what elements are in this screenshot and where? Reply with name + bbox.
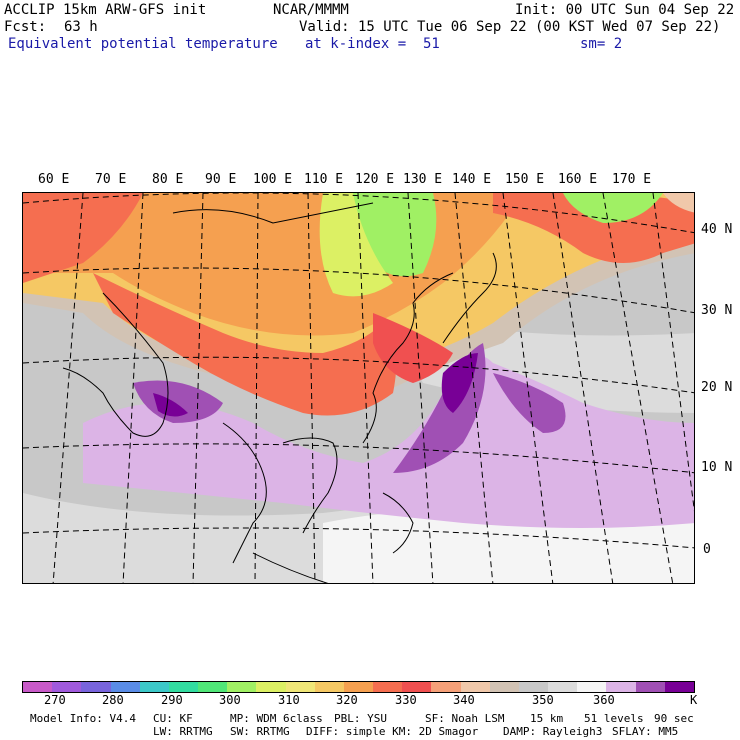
colorbar-unit: K [690, 693, 698, 707]
colorbar-tick: 320 [336, 693, 358, 707]
forecast-label: Fcst: [4, 19, 47, 35]
colorbar-tick: 310 [278, 693, 300, 707]
colorbar-swatch [23, 682, 53, 692]
center-label: NCAR/MMMM [273, 2, 349, 18]
diffusion: DIFF: simple KM: 2D Smagor [306, 725, 479, 738]
lon-label: 100 E [253, 172, 293, 187]
lon-label: 120 E [355, 172, 395, 187]
colorbar-swatch [402, 682, 432, 692]
mp-scheme: MP: WDM 6class [230, 712, 323, 725]
colorbar-swatch [110, 682, 140, 692]
lat-label: 20 N [701, 380, 733, 395]
forecast-hours: 63 h [64, 19, 98, 35]
colorbar-swatch [606, 682, 636, 692]
colorbar-swatch [664, 682, 694, 692]
cu-scheme: CU: KF [153, 712, 193, 725]
colorbar-tick: 350 [532, 693, 554, 707]
colorbar-swatch [489, 682, 519, 692]
colorbar-swatch [431, 682, 461, 692]
colorbar-tick: 270 [44, 693, 66, 707]
colorbar-tick: 330 [395, 693, 417, 707]
lon-label: 60 E [38, 172, 70, 187]
colorbar-tick: 300 [219, 693, 241, 707]
colorbar-swatch [635, 682, 665, 692]
map-panel [22, 192, 695, 584]
colorbar [22, 681, 695, 693]
lon-label: 110 E [304, 172, 344, 187]
colorbar-swatch [256, 682, 286, 692]
lon-label: 140 E [452, 172, 492, 187]
lon-label: 70 E [95, 172, 127, 187]
resolution: 15 km [530, 712, 564, 725]
colorbar-tick: 290 [161, 693, 183, 707]
colorbar-swatch [198, 682, 228, 692]
sflay-scheme: SFLAY: MM5 [612, 725, 679, 738]
model-info: Model Info: V4.4 [30, 712, 136, 725]
colorbar-swatch [285, 682, 315, 692]
lat-label: 40 N [701, 222, 733, 237]
init-time: Init: 00 UTC Sun 04 Sep 22 [515, 2, 735, 18]
colorbar-tick: 360 [593, 693, 615, 707]
field-name: Equivalent potential temperature [8, 36, 278, 52]
colorbar-swatch [139, 682, 169, 692]
lon-label: 170 E [612, 172, 652, 187]
colorbar-swatch [577, 682, 607, 692]
colorbar-swatch [52, 682, 82, 692]
colorbar-swatch [314, 682, 344, 692]
damping: DAMP: Rayleigh3 [503, 725, 603, 738]
time-step: 90 sec [654, 712, 694, 725]
lon-label: 90 E [205, 172, 237, 187]
model-title: ACCLIP 15km ARW-GFS init [4, 2, 207, 18]
colorbar-swatch [343, 682, 374, 692]
colorbar-tick: 280 [102, 693, 124, 707]
level-index: at k-index = 51 [305, 36, 440, 52]
colorbar-tick: 340 [453, 693, 475, 707]
colorbar-swatch [548, 682, 578, 692]
lw-scheme: LW: RRTMG [153, 725, 213, 738]
lon-label: 80 E [152, 172, 184, 187]
smoothing-label: sm= 2 [580, 36, 623, 52]
lat-label: 10 N [701, 460, 733, 475]
colorbar-swatch [518, 682, 549, 692]
lat-label: 30 N [701, 303, 733, 318]
lon-label: 160 E [558, 172, 598, 187]
lon-label: 130 E [403, 172, 443, 187]
colorbar-swatch [227, 682, 257, 692]
colorbar-swatch [373, 682, 403, 692]
lon-label: 150 E [505, 172, 545, 187]
theta-e-field [23, 193, 694, 583]
vertical-levels: 51 levels [584, 712, 644, 725]
colorbar-swatch [81, 682, 111, 692]
sf-scheme: SF: Noah LSM [425, 712, 505, 725]
sw-scheme: SW: RRTMG [230, 725, 290, 738]
colorbar-swatch [460, 682, 490, 692]
colorbar-swatch [168, 682, 199, 692]
pbl-scheme: PBL: YSU [334, 712, 387, 725]
valid-time: Valid: 15 UTC Tue 06 Sep 22 (00 KST Wed … [299, 19, 721, 35]
lat-label: 0 [703, 542, 711, 557]
